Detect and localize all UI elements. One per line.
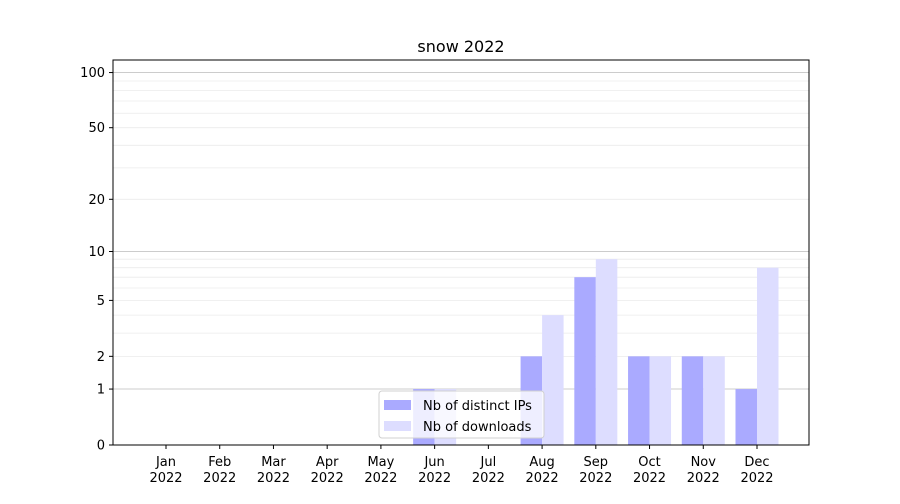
y-tick-label: 10 bbox=[88, 245, 105, 260]
x-tick-label: Jun 2022 bbox=[418, 455, 451, 486]
x-tick-label-line: Apr bbox=[316, 455, 339, 470]
plot-frame bbox=[112, 59, 810, 446]
bar-downloads bbox=[595, 259, 618, 445]
x-tick-label-line: Jan bbox=[155, 455, 176, 470]
x-tick-label-line: 2022 bbox=[579, 471, 612, 486]
x-tick-label: Aug 2022 bbox=[526, 455, 559, 486]
legend: Nb of distinct IPs Nb of downloads bbox=[378, 390, 545, 439]
x-tick-label-line: 2022 bbox=[203, 471, 236, 486]
x-tick-label-line: 2022 bbox=[364, 471, 397, 486]
bar-distinct-ips bbox=[628, 356, 650, 445]
x-tick-label-line: Oct bbox=[638, 455, 660, 470]
x-tick-label: May 2022 bbox=[364, 455, 397, 486]
y-tick-label: 100 bbox=[80, 66, 105, 81]
legend-label: Nb of downloads bbox=[423, 420, 532, 435]
x-tick-label-line: Feb bbox=[208, 455, 231, 470]
x-tick-label-line: 2022 bbox=[418, 471, 451, 486]
y-tick-label: 5 bbox=[97, 294, 105, 309]
legend-swatch bbox=[384, 421, 411, 431]
legend-box bbox=[378, 390, 545, 439]
x-tick-label-line: Dec bbox=[744, 455, 769, 470]
x-tick-label-line: Aug bbox=[529, 455, 554, 470]
bar-distinct-ips bbox=[735, 389, 757, 445]
x-tick-label: Oct 2022 bbox=[633, 455, 666, 486]
legend-swatch bbox=[384, 400, 411, 410]
bar-downloads bbox=[649, 356, 672, 445]
bar-downloads bbox=[703, 356, 725, 445]
x-tick-label: Mar 2022 bbox=[257, 455, 290, 486]
x-tick-label: Dec 2022 bbox=[740, 455, 773, 486]
x-tick-label: Jul 2022 bbox=[472, 455, 505, 486]
y-tick-label: 0 bbox=[97, 439, 105, 454]
y-tick-label: 50 bbox=[88, 121, 105, 136]
x-tick-label-line: 2022 bbox=[633, 471, 666, 486]
bar-distinct-ips bbox=[574, 277, 596, 445]
y-tick-label: 1 bbox=[97, 383, 105, 398]
x-tick-label: Feb 2022 bbox=[203, 455, 236, 486]
x-tick-label: Apr 2022 bbox=[311, 455, 344, 486]
x-tick-label-line: Nov bbox=[691, 455, 717, 470]
y-tick-label: 2 bbox=[97, 350, 105, 365]
x-tick-label-line: 2022 bbox=[257, 471, 290, 486]
x-tick-label: Sep 2022 bbox=[579, 455, 612, 486]
x-tick-label-line: Jun bbox=[423, 455, 444, 470]
x-tick-label: Jan 2022 bbox=[149, 455, 182, 486]
x-tick-label-line: May bbox=[367, 455, 394, 470]
x-tick-label: Nov 2022 bbox=[687, 455, 720, 486]
x-tick-label-line: 2022 bbox=[740, 471, 773, 486]
x-tick-label-line: 2022 bbox=[687, 471, 720, 486]
legend-label: Nb of distinct IPs bbox=[423, 399, 532, 414]
bar-downloads bbox=[542, 315, 564, 445]
x-tick-label-line: 2022 bbox=[311, 471, 344, 486]
x-tick-label-line: 2022 bbox=[526, 471, 559, 486]
x-tick-label-line: 2022 bbox=[472, 471, 505, 486]
x-tick-label-line: Mar bbox=[261, 455, 286, 470]
chart-title: snow 2022 bbox=[417, 37, 504, 56]
y-tick-label: 20 bbox=[88, 193, 105, 208]
bar-downloads bbox=[757, 267, 779, 445]
x-tick-label-line: Jul bbox=[480, 455, 497, 470]
bar-distinct-ips bbox=[681, 356, 704, 445]
x-tick-label-line: 2022 bbox=[149, 471, 182, 486]
x-tick-label-line: Sep bbox=[584, 455, 609, 470]
